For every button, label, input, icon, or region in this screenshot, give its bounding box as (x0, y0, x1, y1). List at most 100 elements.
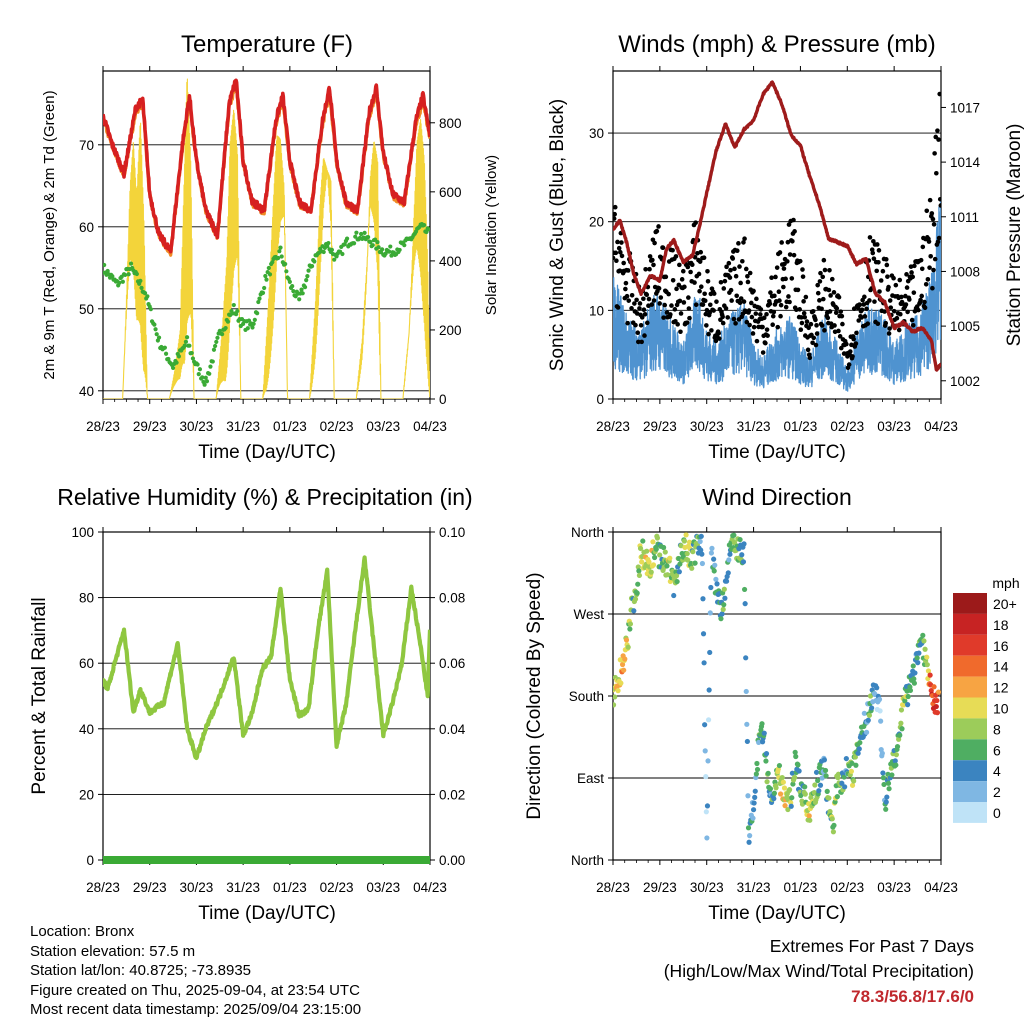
direction-point (627, 621, 634, 627)
dewpoint-point (255, 311, 260, 316)
dewpoint-point (383, 251, 388, 256)
direction-point (902, 698, 908, 704)
gust-point (625, 268, 631, 273)
direction-point (708, 550, 715, 556)
gust-point (801, 299, 806, 304)
direction-point (707, 649, 713, 656)
temp-y-tick-label: 40 (79, 384, 94, 399)
dewpoint-point (211, 347, 217, 352)
dewpoint-point (208, 364, 213, 369)
gust-point (935, 128, 940, 133)
direction-point (793, 753, 799, 760)
rh-y-tick-label: 80 (79, 591, 94, 606)
gust-point (836, 294, 842, 300)
direction-point (714, 581, 720, 587)
direction-point (700, 631, 707, 637)
direction-point (699, 560, 706, 567)
gust-point (734, 293, 740, 299)
gust-point (658, 295, 664, 300)
dir-x-tick-label: 04/23 (924, 880, 958, 895)
direction-point (654, 535, 661, 541)
rh-y-tick-label: 0 (86, 853, 94, 868)
extremes-values: 78.3/56.8/17.6/0 (851, 987, 974, 1006)
humidity-panel: Relative Humidity (%) & Precipitation (i… (29, 484, 473, 924)
dewpoint-point (354, 230, 359, 235)
speed-legend-label: 16 (993, 638, 1009, 654)
direction-point (711, 556, 717, 562)
direction-point (744, 738, 750, 745)
dewpoint-point (267, 272, 273, 277)
direction-point (826, 795, 832, 801)
rh-y2-tick-label: 0.02 (439, 787, 465, 802)
gust-point (637, 301, 643, 306)
gust-point (883, 320, 889, 326)
speed-legend-label: 2 (993, 784, 1001, 800)
gust-point (924, 208, 930, 214)
direction-point (690, 549, 696, 555)
gust-point (680, 268, 686, 274)
direction-point (617, 657, 623, 663)
gust-point (643, 266, 648, 272)
gust-point (919, 266, 925, 272)
direction-point (674, 578, 680, 585)
gust-point (911, 290, 917, 295)
gust-point (684, 320, 690, 325)
direction-point (880, 775, 887, 781)
gust-point (928, 253, 933, 259)
direction-point (756, 739, 762, 746)
winds-left-axis-label: Sonic Wind & Gust (Blue, Black) (547, 99, 568, 371)
gust-point (724, 264, 729, 270)
direction-point (896, 736, 902, 742)
direction-point (639, 559, 645, 565)
gust-point (642, 333, 647, 338)
direction-point (885, 780, 892, 786)
gust-point (745, 279, 751, 285)
gust-point (923, 281, 929, 287)
temp-x-tick-label: 31/23 (226, 419, 260, 434)
gust-point (918, 257, 924, 263)
wind-y-tick-label: 20 (589, 215, 604, 230)
gust-point (884, 262, 890, 268)
direction-point (786, 787, 793, 793)
direction-point (880, 770, 886, 776)
gust-point (741, 299, 747, 304)
gust-point (613, 211, 617, 217)
direction-point (721, 586, 727, 592)
humidity-x-axis-label: Time (Day/UTC) (198, 903, 336, 924)
direction-point (832, 799, 838, 805)
direction-point (731, 532, 737, 538)
dewpoint-point (148, 307, 153, 312)
direction-point (731, 539, 738, 546)
dewpoint-point (134, 271, 139, 277)
direction-point (849, 782, 856, 788)
gust-point (711, 291, 717, 296)
gust-point (904, 272, 909, 277)
gust-point (711, 308, 716, 313)
gust-point (615, 239, 620, 245)
gust-point (737, 264, 742, 269)
direction-point (830, 829, 837, 835)
gust-point (882, 309, 887, 314)
direction-point (751, 800, 757, 806)
gust-point (927, 265, 932, 270)
direction-point (834, 794, 840, 800)
gust-point (850, 354, 855, 359)
gust-point (905, 309, 910, 315)
extremes-heading: Extremes For Past 7 Days (769, 936, 974, 956)
gust-point (807, 355, 813, 361)
direction-point (706, 687, 712, 693)
direction-point (765, 770, 771, 776)
gust-point (672, 307, 678, 312)
gust-point (927, 197, 933, 203)
gust-point (822, 328, 827, 333)
direction-point (623, 637, 630, 643)
wind-x-tick-label: 03/23 (877, 419, 911, 434)
gust-point (702, 291, 707, 297)
gust-point (651, 298, 657, 303)
dewpoint-point (214, 339, 219, 344)
speed-legend-label: 6 (993, 742, 1001, 758)
direction-point (650, 562, 657, 568)
gust-point (891, 275, 896, 281)
gust-point (932, 256, 938, 262)
dewpoint-point (154, 332, 159, 337)
